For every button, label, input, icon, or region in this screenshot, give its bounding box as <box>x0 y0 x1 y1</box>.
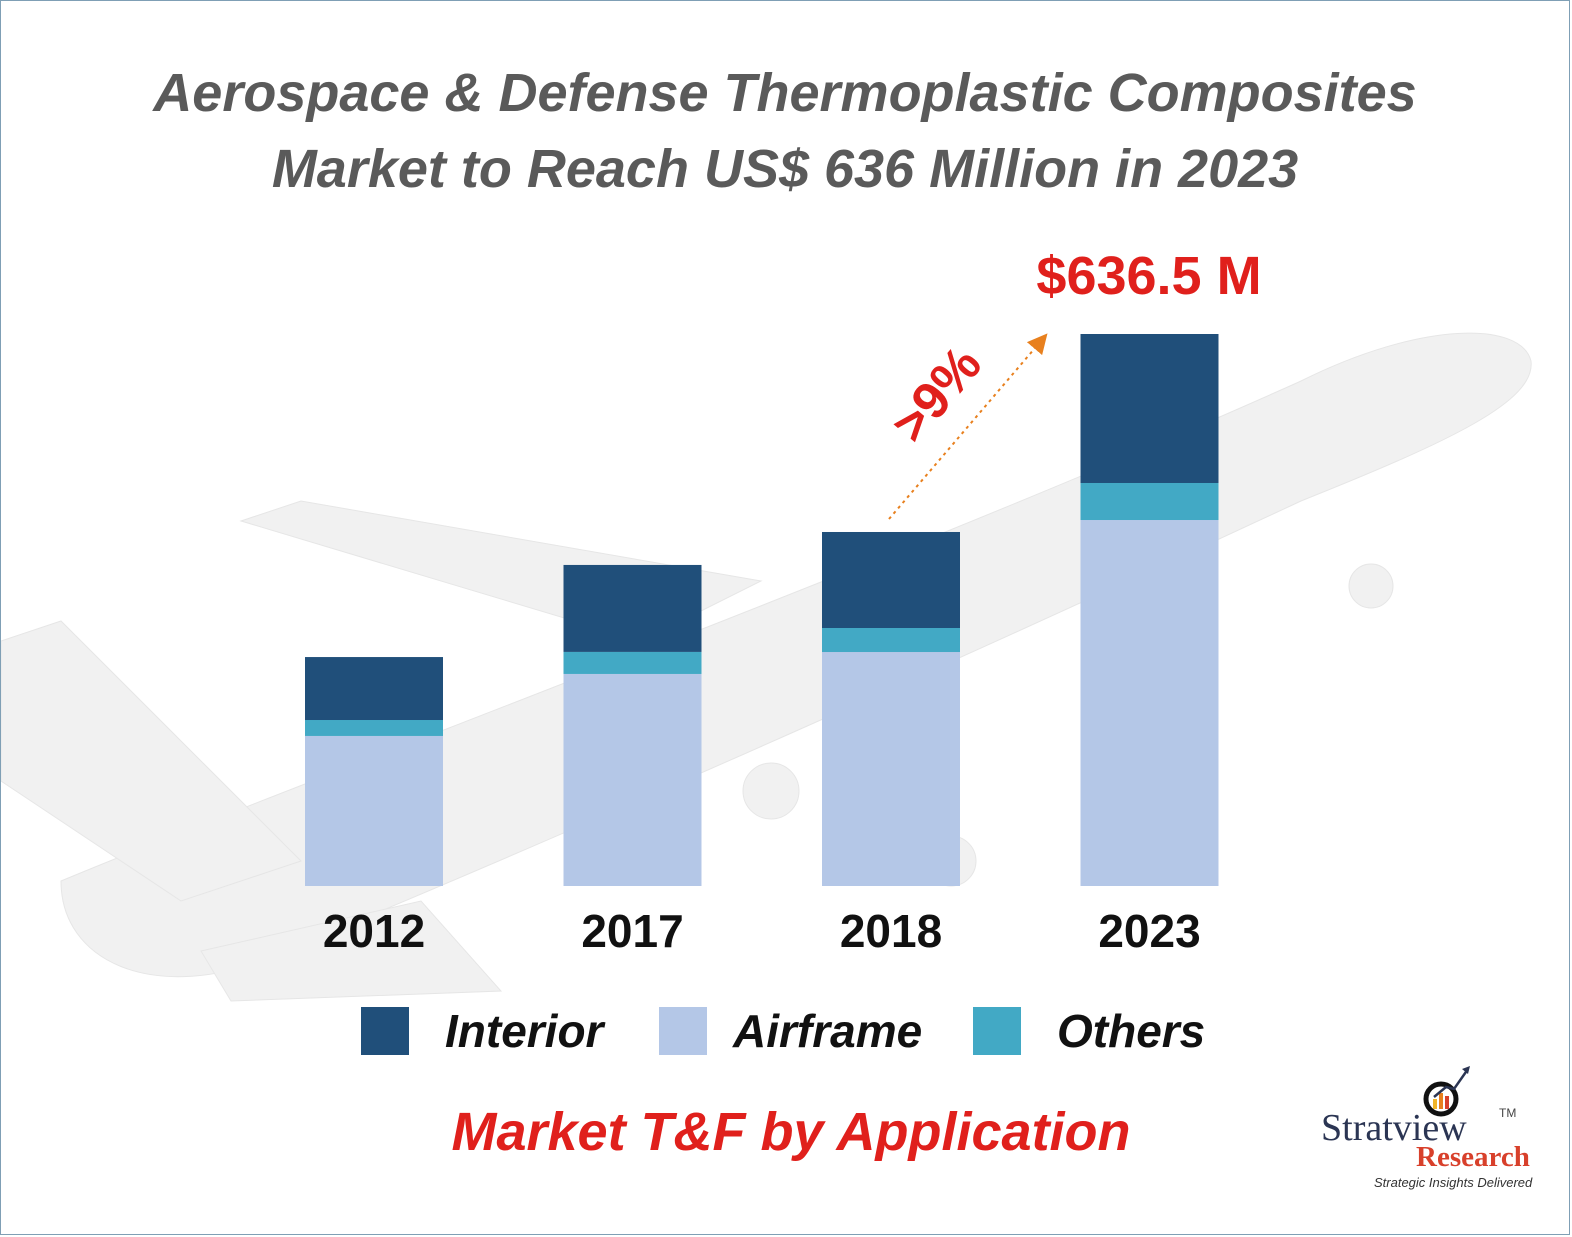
legend-item-airframe: Airframe <box>659 1005 923 1057</box>
x-tick-label-2018: 2018 <box>840 905 942 957</box>
bar-interior-2017 <box>563 564 702 652</box>
legend-label-others: Others <box>1057 1005 1206 1057</box>
x-tick-label-2012: 2012 <box>323 905 425 957</box>
bar-others-2023 <box>1080 482 1219 521</box>
stratview-logo: Stratview TM Research Strategic Insights… <box>1306 1061 1556 1196</box>
total-2023-label: $636.5 M <box>1036 246 1261 306</box>
logo-research: Research <box>1416 1141 1530 1173</box>
legend-label-airframe: Airframe <box>733 1005 923 1057</box>
legend-item-others: Others <box>973 1005 1206 1057</box>
bar-airframe-2017 <box>563 673 702 886</box>
legend-swatch-others <box>973 1007 1021 1055</box>
bar-interior-2018 <box>822 531 960 628</box>
stacked-bar-chart: 2012 2017 2018 2023 >9% $636.5 M <box>305 246 1262 957</box>
bar-others-2017 <box>563 651 702 674</box>
logo-trademark: TM <box>1499 1106 1517 1120</box>
bar-airframe-2023 <box>1080 520 1219 886</box>
chart-subtitle: Market T&F by Application <box>451 1102 1131 1162</box>
bar-others-2018 <box>822 627 960 653</box>
legend-swatch-airframe <box>659 1007 707 1055</box>
chart-title-line-1: Aerospace & Defense Thermoplastic Compos… <box>153 63 1417 123</box>
cagr-label: >9% <box>881 336 993 454</box>
logo-tagline: Strategic Insights Delivered <box>1374 1175 1533 1190</box>
legend-swatch-interior <box>361 1007 409 1055</box>
magnifier-chart-icon <box>1423 1066 1470 1117</box>
bar-interior-2012 <box>305 657 443 721</box>
legend-label-interior: Interior <box>445 1005 604 1057</box>
x-tick-label-2017: 2017 <box>581 905 683 957</box>
chart-title-line-2: Market to Reach US$ 636 Million in 2023 <box>271 139 1299 199</box>
bar-airframe-2012 <box>305 735 443 886</box>
logo-name: Stratview <box>1321 1107 1467 1149</box>
legend-item-interior: Interior <box>361 1005 604 1057</box>
bar-airframe-2018 <box>822 652 960 886</box>
x-tick-label-2023: 2023 <box>1098 905 1200 957</box>
bar-others-2012 <box>305 720 443 736</box>
bar-interior-2023 <box>1080 334 1219 483</box>
